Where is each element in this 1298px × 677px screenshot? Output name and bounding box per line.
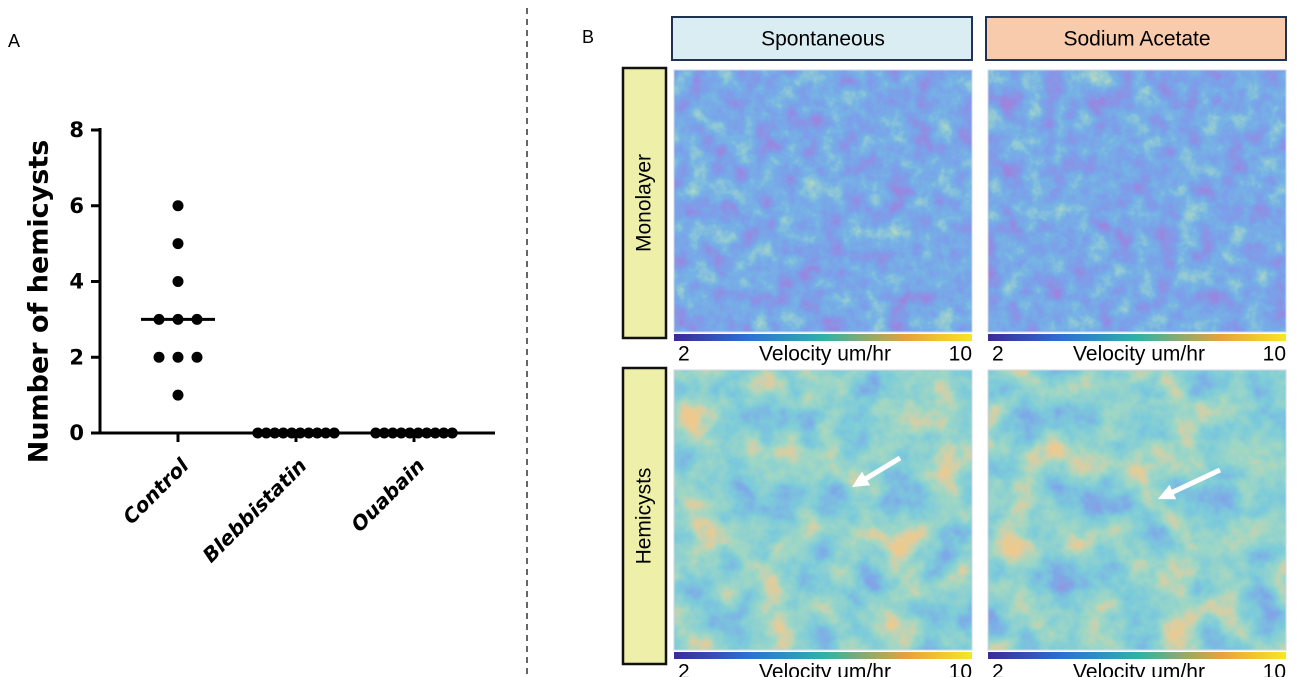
x-tick-label: Control bbox=[118, 453, 194, 529]
arrow-shaft bbox=[1167, 467, 1222, 497]
colorbar-max: 10 bbox=[949, 661, 972, 677]
arrow-head bbox=[1158, 484, 1177, 500]
colorbar-min: 2 bbox=[992, 661, 1004, 677]
velocity-map-border bbox=[673, 369, 973, 651]
velocity-map bbox=[988, 370, 1286, 650]
velocity-map-border bbox=[673, 69, 973, 333]
data-dot bbox=[370, 427, 382, 439]
data-dot bbox=[252, 427, 264, 439]
data-dot bbox=[191, 351, 203, 363]
colorbar-min: 2 bbox=[678, 343, 690, 366]
colorbar-max: 10 bbox=[1263, 661, 1286, 677]
row-header bbox=[621, 66, 668, 340]
arrow-head bbox=[852, 471, 871, 487]
velocity-panels: Spontaneous Sodium Acetate Monolayer 2 Veloc… bbox=[621, 16, 1287, 677]
y-tick-label: 8 bbox=[69, 118, 84, 142]
colorbar bbox=[674, 652, 972, 659]
velocity-map bbox=[674, 370, 972, 650]
colorbar-min: 2 bbox=[992, 343, 1004, 366]
velocity-map-border bbox=[987, 69, 1287, 333]
colorbar bbox=[674, 334, 972, 341]
velocity-map bbox=[988, 70, 1286, 332]
row-header bbox=[621, 366, 668, 666]
x-tick-label: Blebbistatin bbox=[198, 453, 312, 567]
velocity-map bbox=[674, 70, 972, 332]
colorbar-max: 10 bbox=[949, 343, 972, 366]
colorbar-label: Velocity um/hr bbox=[1073, 343, 1205, 366]
data-dot bbox=[446, 427, 458, 439]
colorbar-min: 2 bbox=[678, 661, 690, 677]
data-dot bbox=[328, 427, 340, 439]
colorbar-label: Velocity um/hr bbox=[759, 661, 891, 677]
x-tick-label: Ouabain bbox=[346, 453, 429, 536]
colorbar bbox=[988, 652, 1286, 659]
panel-label: A bbox=[8, 31, 20, 51]
y-tick-label: 2 bbox=[69, 345, 84, 369]
velocity-map-border bbox=[987, 369, 1287, 651]
data-dot bbox=[172, 200, 184, 212]
row-header-text: Monolayer bbox=[633, 154, 656, 252]
column-header bbox=[671, 16, 973, 61]
y-tick-label: 6 bbox=[69, 194, 84, 218]
dot-plot: 0 2 4 6 8 Number of hemicysts Control Blebbista… bbox=[24, 118, 495, 567]
row-header-text: Hemicysts bbox=[633, 468, 656, 565]
column-header-text: Sodium Acetate bbox=[1063, 28, 1210, 51]
data-dot bbox=[153, 351, 165, 363]
y-tick-label: 4 bbox=[69, 270, 84, 294]
data-dot bbox=[172, 238, 184, 250]
data-dot bbox=[172, 276, 184, 287]
colorbar-label: Velocity um/hr bbox=[1073, 661, 1205, 677]
column-header-text: Spontaneous bbox=[761, 28, 885, 51]
y-tick-label: 0 bbox=[69, 421, 84, 445]
colorbar bbox=[988, 334, 1286, 341]
panel-label: B bbox=[582, 27, 594, 47]
colorbar-max: 10 bbox=[1263, 343, 1286, 366]
column-header bbox=[985, 16, 1287, 61]
colorbar-label: Velocity um/hr bbox=[759, 343, 891, 366]
data-dot bbox=[172, 389, 184, 401]
data-dot bbox=[172, 351, 184, 363]
arrow-shaft bbox=[860, 455, 902, 484]
y-axis-title: Number of hemicysts bbox=[24, 140, 55, 464]
